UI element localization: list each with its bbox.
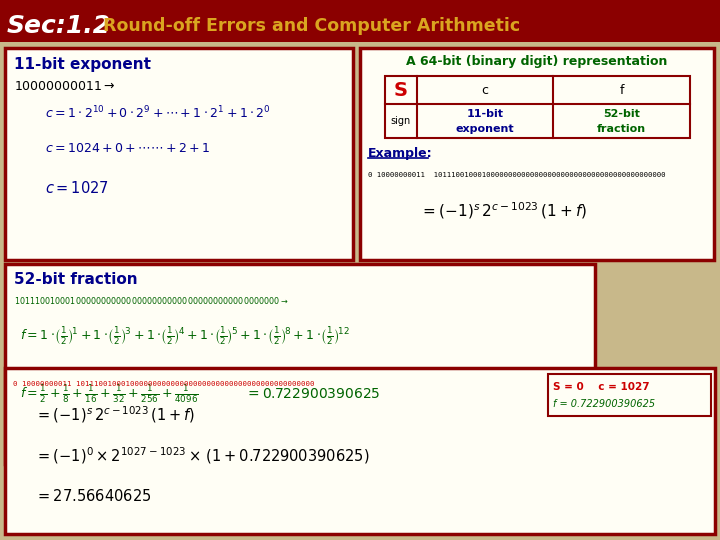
Text: 52-bit fraction: 52-bit fraction <box>14 273 138 287</box>
FancyBboxPatch shape <box>5 48 353 260</box>
Text: 0 10000000011  10111001000100000000000000000000000000000000000000000: 0 10000000011 10111001000100000000000000… <box>368 172 665 178</box>
Text: Sec:1.2: Sec:1.2 <box>7 14 111 38</box>
Text: fraction: fraction <box>597 124 646 134</box>
Text: 11-bit: 11-bit <box>467 109 503 119</box>
Text: Round-off Errors and Computer Arithmetic: Round-off Errors and Computer Arithmetic <box>103 17 520 35</box>
Text: $= 27.56640625$: $= 27.56640625$ <box>35 488 151 504</box>
Text: 52-bit: 52-bit <box>603 109 640 119</box>
Bar <box>0 0 720 42</box>
Text: $c = 1027$: $c = 1027$ <box>45 180 109 196</box>
Text: A 64-bit (binary digit) representation: A 64-bit (binary digit) representation <box>406 56 667 69</box>
Text: $=(-1)^s\,2^{c-1023}\,(1+f)$: $=(-1)^s\,2^{c-1023}\,(1+f)$ <box>35 404 195 426</box>
Text: $1011100100010000000000000000000000000000000000000000\rightarrow$: $101110010001000000000000000000000000000… <box>14 294 289 306</box>
Text: $= 0.722900390625$: $= 0.722900390625$ <box>245 387 381 401</box>
FancyBboxPatch shape <box>385 76 690 138</box>
Text: S = 0    c = 1027: S = 0 c = 1027 <box>553 382 649 392</box>
Text: $=(-1)^0\times 2^{1027-1023}\times\,(1+0.722900390625)$: $=(-1)^0\times 2^{1027-1023}\times\,(1+0… <box>35 446 369 467</box>
Text: $f=\frac{1}{2}+\frac{1}{8}+\frac{1}{16}+\frac{1}{32}+\frac{1}{256}+\frac{1}{4096: $f=\frac{1}{2}+\frac{1}{8}+\frac{1}{16}+… <box>20 383 199 405</box>
FancyBboxPatch shape <box>360 48 714 260</box>
Text: sign: sign <box>391 116 411 126</box>
Text: $c = 1\cdot 2^{10}+0\cdot 2^{9}+\cdots+1\cdot 2^{1}+1\cdot 2^{0}$: $c = 1\cdot 2^{10}+0\cdot 2^{9}+\cdots+1… <box>45 105 271 122</box>
Text: $c = 1024+0+\cdots\cdots+2+1$: $c = 1024+0+\cdots\cdots+2+1$ <box>45 141 210 154</box>
Text: $f=1\cdot\!\left(\frac{1}{2}\right)^{\!1}+1\cdot\!\left(\frac{1}{2}\right)^{\!3}: $f=1\cdot\!\left(\frac{1}{2}\right)^{\!1… <box>20 325 350 347</box>
Text: $=(-1)^s\,2^{c-1023}\,(1+f)$: $=(-1)^s\,2^{c-1023}\,(1+f)$ <box>420 201 587 221</box>
Text: 0 10000000011 10111001000100000000000000000000000000000000000000000: 0 10000000011 10111001000100000000000000… <box>13 381 315 387</box>
FancyBboxPatch shape <box>5 264 595 464</box>
FancyBboxPatch shape <box>5 368 715 534</box>
Text: $10000000011\rightarrow$: $10000000011\rightarrow$ <box>14 79 116 92</box>
Text: 11-bit exponent: 11-bit exponent <box>14 57 151 71</box>
Text: f: f <box>619 84 624 97</box>
Text: Example:: Example: <box>368 146 433 159</box>
Text: f = 0.722900390625: f = 0.722900390625 <box>553 399 655 409</box>
Text: c: c <box>482 84 488 97</box>
FancyBboxPatch shape <box>548 374 711 416</box>
Text: exponent: exponent <box>456 124 514 134</box>
Text: S: S <box>394 80 408 99</box>
